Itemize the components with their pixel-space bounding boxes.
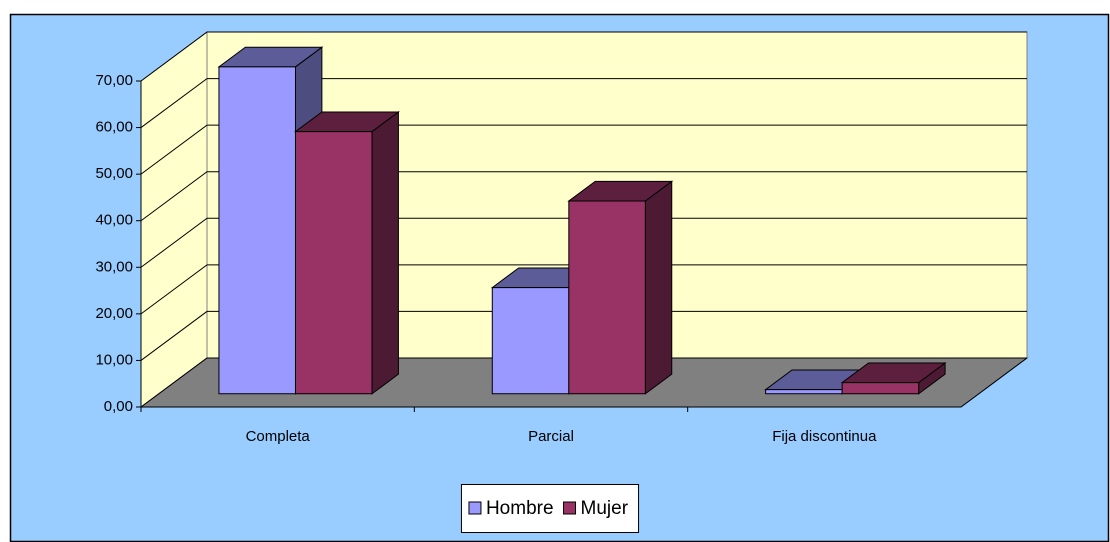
bar	[491, 287, 570, 395]
grid-line	[140, 357, 1027, 408]
grid-line	[140, 31, 1027, 82]
side-wall	[140, 31, 208, 408]
grid-line	[140, 310, 1027, 361]
legend	[460, 484, 640, 533]
legend-swatch	[563, 501, 577, 515]
bar	[568, 200, 646, 395]
x-tick-label: Completa	[246, 428, 311, 445]
y-tick-label: 20,00	[95, 305, 133, 322]
y-tick-label: 40,00	[95, 212, 133, 229]
grid-line	[140, 78, 1027, 128]
y-tick-label: 0,00	[104, 398, 133, 415]
bar	[294, 131, 373, 395]
grid	[140, 31, 1027, 408]
grid-line	[140, 171, 1027, 222]
grid-line	[140, 264, 1027, 315]
bar	[218, 66, 296, 395]
grid-line	[140, 124, 1027, 175]
y-tick-label: 10,00	[95, 351, 133, 368]
legend-label: Hombre	[486, 498, 554, 519]
bar	[765, 389, 843, 395]
grid-line	[140, 217, 1027, 268]
y-tick-label: 50,00	[95, 165, 133, 182]
x-tick-label: Parcial	[528, 428, 574, 445]
bar	[841, 382, 920, 395]
y-tick-label: 30,00	[95, 258, 133, 275]
bar-side	[371, 110, 399, 395]
floor-edge	[960, 357, 1028, 408]
y-tick-label: 60,00	[95, 119, 133, 136]
bars	[217, 46, 947, 395]
legend-swatch	[468, 501, 482, 515]
x-tick-label: Fija discontinua	[772, 428, 877, 445]
y-tick-label: 70,00	[95, 72, 133, 89]
bar-side	[644, 180, 673, 395]
legend-label: Mujer	[581, 498, 629, 519]
